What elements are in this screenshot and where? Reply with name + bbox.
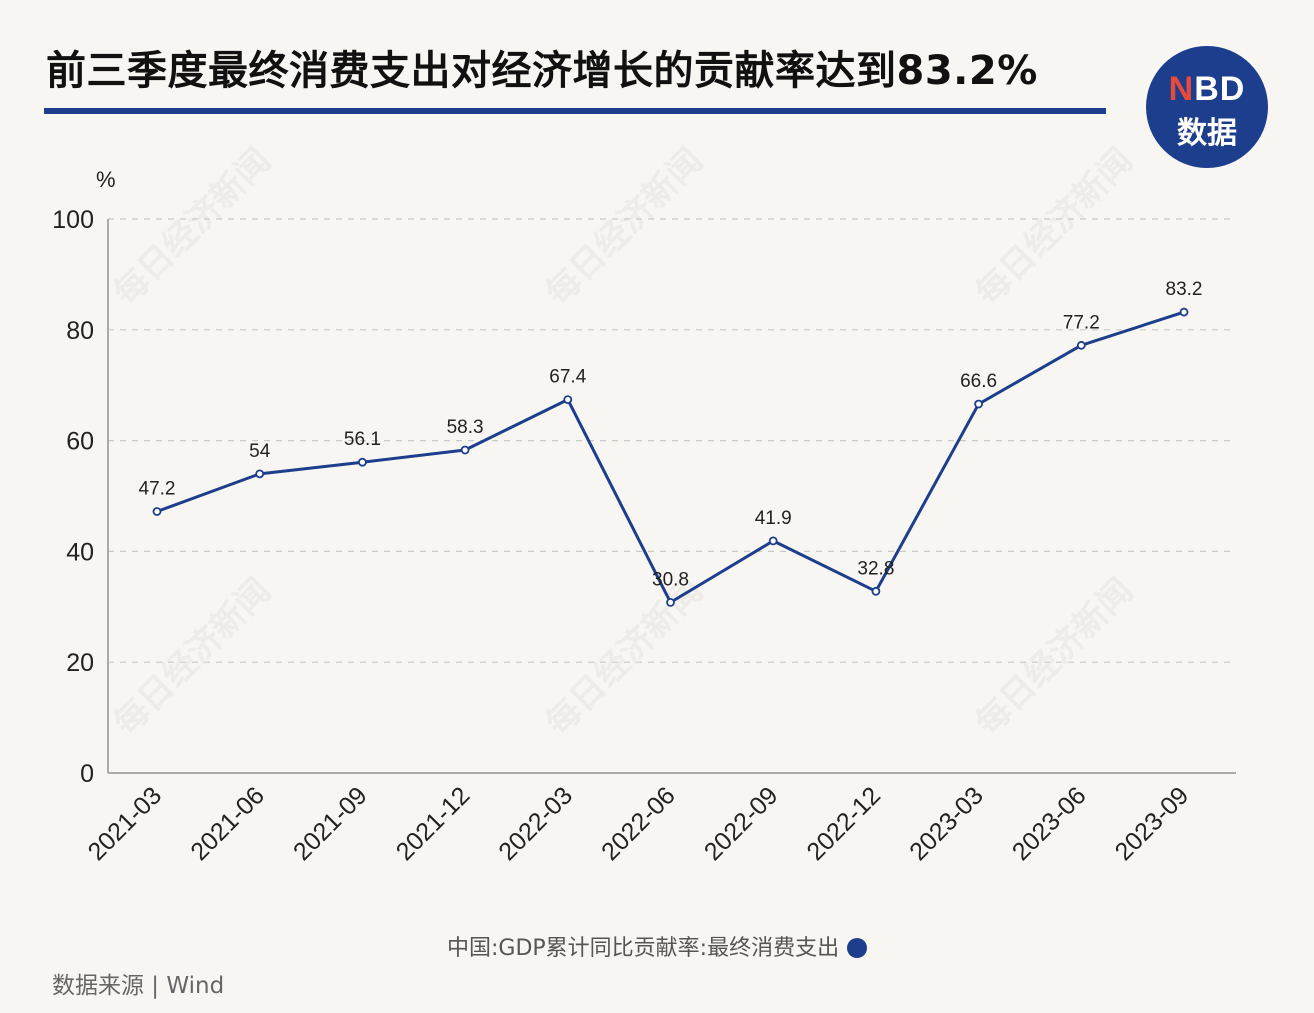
data-label: 30.8 bbox=[652, 569, 689, 590]
data-point bbox=[255, 469, 265, 479]
x-tick-label: 2022-03 bbox=[493, 781, 578, 866]
x-tick-label: 2021-09 bbox=[288, 781, 373, 866]
legend: 中国:GDP累计同比贡献率:最终消费支出 bbox=[447, 930, 868, 962]
x-tick-label: 2021-06 bbox=[185, 781, 270, 866]
data-label: 56.1 bbox=[344, 429, 381, 450]
data-label: 77.2 bbox=[1063, 312, 1100, 333]
legend-label: 中国:GDP累计同比贡献率:最终消费支出 bbox=[447, 936, 840, 961]
data-point bbox=[460, 445, 470, 455]
chart-title: 前三季度最终消费支出对经济增长的贡献率达到83.2% bbox=[46, 48, 1038, 94]
logo-cn-text: 数据 bbox=[1177, 116, 1237, 151]
title-underline bbox=[44, 108, 1106, 114]
legend-marker bbox=[847, 938, 868, 958]
x-tick-label: 2021-03 bbox=[83, 781, 168, 866]
y-tick-label: 80 bbox=[66, 317, 94, 345]
data-label: 41.9 bbox=[755, 508, 792, 529]
data-point bbox=[1076, 340, 1086, 350]
data-label: 47.2 bbox=[139, 479, 176, 500]
data-label: 83.2 bbox=[1166, 279, 1203, 300]
data-point bbox=[871, 586, 881, 596]
y-tick-label: 100 bbox=[52, 206, 94, 234]
series-line bbox=[156, 310, 1185, 604]
y-tick-label: 40 bbox=[66, 538, 94, 566]
logo-nbd-text: NBD bbox=[1168, 70, 1246, 108]
x-tick-label: 2023-09 bbox=[1110, 781, 1195, 866]
y-tick-label: 0 bbox=[80, 760, 94, 788]
data-point bbox=[152, 507, 162, 516]
data-label: 32.8 bbox=[857, 558, 894, 579]
x-tick-label: 2021-12 bbox=[391, 781, 476, 866]
y-tick-label: 20 bbox=[66, 649, 94, 677]
y-tick-label: 60 bbox=[66, 428, 94, 456]
data-point bbox=[357, 457, 367, 467]
nbd-logo: NBD 数据 bbox=[1146, 46, 1268, 168]
data-point bbox=[768, 536, 778, 546]
x-tick-label: 2023-03 bbox=[904, 781, 989, 866]
data-label: 58.3 bbox=[447, 417, 484, 438]
data-label: 66.6 bbox=[960, 371, 997, 392]
y-axis-unit: % bbox=[96, 167, 116, 192]
x-tick-label: 2022-09 bbox=[699, 781, 784, 866]
x-tick-label: 2023-06 bbox=[1007, 781, 1092, 866]
data-point bbox=[666, 597, 675, 607]
source-note: 数据来源 | Wind bbox=[52, 973, 225, 999]
data-point bbox=[1179, 307, 1189, 317]
data-label: 54 bbox=[249, 441, 271, 462]
data-point bbox=[974, 399, 983, 409]
x-tick-label: 2022-12 bbox=[801, 781, 886, 866]
x-tick-label: 2022-06 bbox=[596, 781, 681, 866]
data-label: 67.4 bbox=[549, 367, 586, 388]
data-point bbox=[563, 395, 573, 405]
